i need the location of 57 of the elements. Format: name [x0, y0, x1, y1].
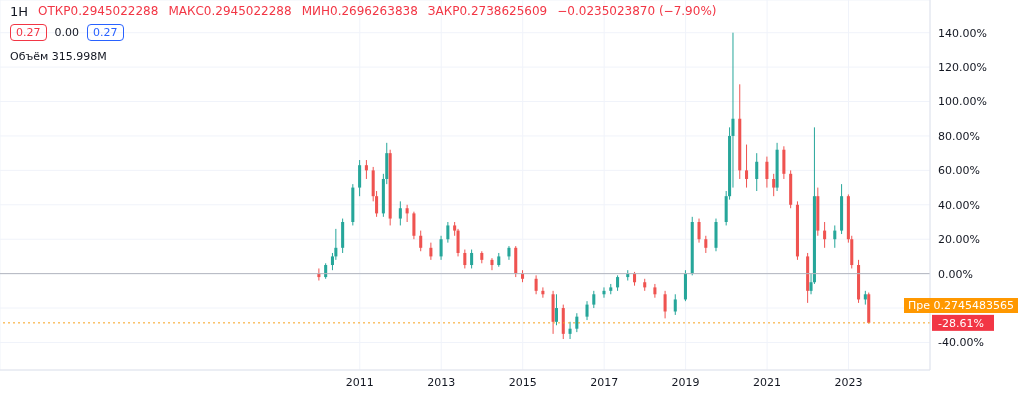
candlestick [405, 204, 409, 223]
y-tick-label: 100.00% [938, 95, 987, 109]
candlestick [470, 249, 474, 269]
candlestick [554, 293, 558, 326]
y-tick-label: 20.00% [938, 233, 980, 247]
x-tick-label: 2023 [834, 375, 863, 389]
y-tick-label: 80.00% [938, 129, 980, 143]
ref-line-label: -28.61% [938, 316, 984, 330]
candlestick [585, 300, 589, 321]
candlestick [653, 283, 657, 299]
candlestick [765, 156, 769, 189]
candlestick [755, 152, 759, 192]
y-tick-label: -40.00% [938, 336, 984, 350]
candlestick [663, 290, 667, 319]
candlestick [439, 235, 443, 261]
x-tick-label: 2017 [590, 375, 619, 389]
annotation: −0.0235023870 (−7.90%) [557, 4, 717, 19]
x-tick-label: 2013 [427, 375, 456, 389]
candlestick [456, 228, 460, 257]
y-tick-label: 40.00% [938, 198, 980, 212]
annotation: 0.00 [54, 26, 79, 39]
annotation: ОТКР0.2945022288 [38, 4, 159, 19]
candlestick [446, 221, 450, 244]
x-tick-label: 2019 [671, 375, 700, 389]
candlestick [398, 200, 402, 226]
candlestick [463, 249, 467, 269]
annotation: МАКС0.2945022288 [168, 4, 292, 19]
candlestick [429, 242, 433, 261]
candlestick [568, 321, 572, 340]
annotation: Пре 0.2745483565 [904, 298, 1018, 313]
annotation: 0.27 [10, 24, 47, 41]
candlestick [833, 224, 837, 249]
candlestick [823, 221, 827, 249]
y-tick-label: 0.00% [938, 267, 973, 281]
candlestick [575, 312, 579, 333]
candlestick [534, 274, 538, 295]
x-tick-label: 2015 [508, 375, 537, 389]
candlestick [697, 218, 701, 244]
candlestick [364, 159, 368, 180]
candlestick [772, 173, 776, 197]
y-tick-label: 140.00% [938, 26, 987, 40]
x-tick-label: 2021 [753, 375, 782, 389]
candlestick [602, 286, 606, 299]
annotation: 0.27 [87, 24, 124, 41]
candlestick [490, 257, 494, 271]
annotation: МИН0.2696263838 [301, 4, 418, 19]
annotation: Объём 315.998M [10, 50, 107, 63]
y-tick-label: 120.00% [938, 61, 987, 75]
x-tick-label: 2011 [345, 375, 374, 389]
candlestick [419, 230, 423, 252]
candlestick [358, 159, 362, 197]
chart-title: 1H [10, 4, 29, 19]
y-tick-label: 60.00% [938, 164, 980, 178]
candlestick [745, 144, 749, 189]
candlestick [412, 211, 416, 240]
annotation: ЗАКР0.2738625609 [427, 4, 548, 19]
candlestick [673, 293, 677, 316]
